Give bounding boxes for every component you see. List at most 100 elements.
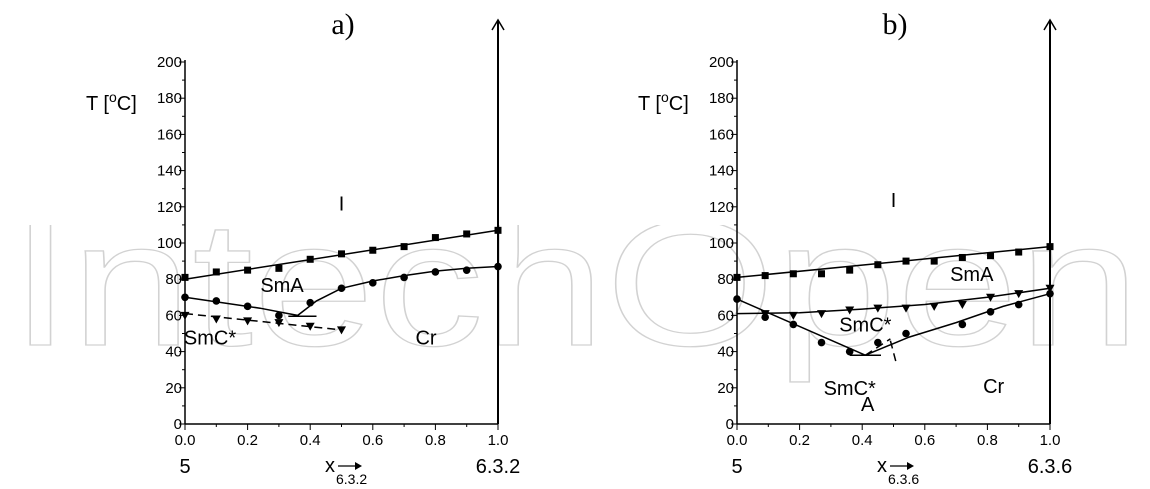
square-marker — [338, 250, 345, 258]
y-tick-label: 180 — [709, 90, 734, 107]
left-component-label: 5 — [179, 456, 190, 478]
square-marker — [306, 255, 314, 263]
region-label: Cr — [415, 327, 436, 349]
x-arrow-icon — [355, 462, 362, 470]
triangle-marker — [305, 322, 315, 331]
triangle-marker — [180, 311, 190, 320]
svg-text:IntechOpen: IntechOpen — [10, 225, 1140, 383]
left-component-label: 5 — [731, 456, 742, 478]
y-tick-label: 120 — [709, 199, 734, 216]
series-2-line — [736, 292, 1051, 357]
right-component-label: 6.3.6 — [1028, 456, 1072, 478]
x-tick-label: 0.4 — [852, 432, 873, 449]
y-tick-label: 20 — [165, 380, 182, 397]
circle-marker — [845, 347, 854, 356]
y-tick-label: 20 — [717, 380, 734, 397]
triangle-marker — [1045, 284, 1055, 293]
x-tick-label: 0.0 — [175, 432, 196, 449]
region-label: SmC* — [184, 327, 236, 349]
region-label: SmC* — [839, 315, 891, 337]
circle-marker — [337, 284, 346, 293]
x-tick-label: 0.0 — [727, 432, 748, 449]
triangle-marker — [788, 311, 798, 320]
circle-marker — [462, 266, 471, 274]
y-tick-label: 60 — [717, 307, 734, 324]
square-marker — [1046, 243, 1054, 251]
x-tick-label: 0.2 — [789, 432, 810, 449]
square-marker — [181, 273, 189, 281]
y-tick-label: 160 — [709, 126, 734, 143]
circle-marker — [369, 279, 377, 287]
x-axis-subscript: 6.3.6 — [888, 471, 919, 487]
circle-marker — [1046, 289, 1054, 298]
x-tick-label: 0.8 — [977, 432, 998, 449]
y-tick-label: 0 — [726, 416, 734, 433]
square-marker — [930, 257, 938, 265]
circle-marker — [494, 262, 502, 271]
y-tick-label: 120 — [157, 199, 182, 216]
y-tick-label: 200 — [157, 54, 182, 71]
y-tick-label: 140 — [157, 163, 182, 180]
series-4-line — [864, 338, 891, 356]
right-component-label: 6.3.2 — [476, 456, 520, 478]
arrowhead-icon — [1043, 18, 1057, 31]
triangle-marker — [1014, 290, 1024, 299]
circle-marker — [306, 298, 315, 307]
y-tick-label: 180 — [157, 90, 182, 107]
circle-marker — [874, 338, 882, 347]
region-label: I — [339, 193, 345, 215]
x-tick-label: 1.0 — [488, 432, 509, 449]
region-subscript: A — [861, 394, 875, 416]
y-axis-title: T [oC] — [86, 89, 137, 115]
triangle-marker — [211, 315, 221, 324]
square-marker — [1015, 248, 1023, 256]
square-marker — [733, 273, 741, 281]
x-tick-label: 0.8 — [425, 432, 446, 449]
circle-marker — [400, 273, 408, 282]
square-marker — [846, 266, 854, 274]
series-1-line — [736, 287, 1051, 315]
y-tick-label: 100 — [157, 235, 182, 252]
region-label: SmA — [260, 275, 304, 297]
square-marker — [400, 243, 408, 251]
x-arrow-icon — [907, 462, 914, 470]
x-tick-label: 0.6 — [362, 432, 383, 449]
region-label: Cr — [983, 376, 1004, 398]
x-axis-subscript: 6.3.2 — [336, 471, 367, 487]
series-1-line — [184, 265, 499, 317]
triangle-marker — [845, 306, 855, 315]
triangle-marker — [817, 310, 827, 319]
square-marker — [494, 226, 502, 234]
square-marker — [275, 264, 283, 272]
x-tick-label: 0.6 — [914, 432, 935, 449]
region-label: I — [891, 190, 897, 212]
square-marker — [244, 266, 252, 274]
series-5-line — [889, 340, 898, 365]
y-tick-label: 160 — [157, 126, 182, 143]
circle-marker — [986, 307, 995, 316]
x-tick-label: 0.2 — [237, 432, 258, 449]
square-marker — [818, 270, 826, 278]
square-marker — [431, 234, 439, 242]
circle-marker — [958, 320, 967, 329]
triangle-marker — [873, 304, 883, 313]
y-tick-label: 40 — [165, 344, 182, 361]
triangle-marker — [337, 326, 346, 335]
y-tick-label: 100 — [709, 235, 734, 252]
circle-marker — [212, 297, 221, 305]
arrowhead-icon — [491, 18, 505, 31]
y-tick-label: 80 — [165, 271, 182, 288]
region-label: SmC* — [824, 378, 876, 400]
triangle-marker — [957, 301, 967, 310]
square-marker — [761, 272, 769, 280]
square-marker — [874, 261, 882, 269]
series-0-line — [736, 245, 1051, 279]
x-axis-title: x — [877, 455, 887, 477]
square-marker — [212, 268, 220, 276]
y-tick-label: 40 — [717, 344, 734, 361]
circle-marker — [761, 313, 769, 322]
triangle-marker — [901, 304, 911, 313]
y-tick-label: 200 — [709, 54, 734, 71]
circle-marker — [733, 295, 741, 303]
y-axis-title: T [oC] — [638, 89, 689, 115]
